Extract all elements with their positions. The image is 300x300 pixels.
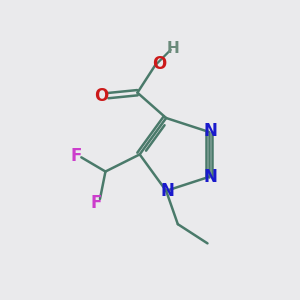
Text: N: N bbox=[203, 168, 217, 186]
Text: F: F bbox=[70, 147, 82, 165]
Text: O: O bbox=[152, 55, 166, 73]
Text: N: N bbox=[203, 122, 217, 140]
Text: H: H bbox=[167, 41, 179, 56]
Text: N: N bbox=[161, 182, 175, 200]
Text: F: F bbox=[91, 194, 102, 212]
Text: O: O bbox=[94, 87, 109, 105]
